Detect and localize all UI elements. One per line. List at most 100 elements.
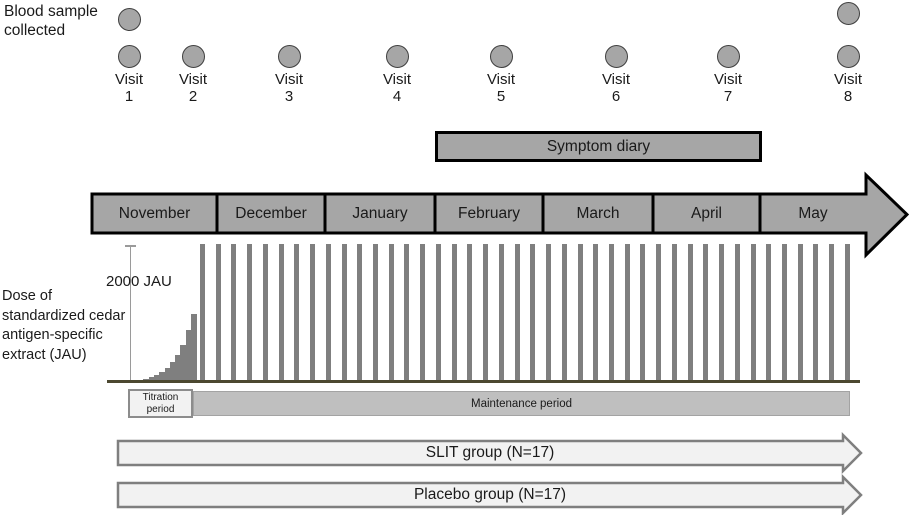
month-label-february: February (457, 205, 521, 222)
visit-number-2: 2 (188, 88, 198, 105)
maintenance-dose-bar-27 (608, 244, 614, 381)
maintenance-dose-bar-6 (278, 244, 284, 381)
maintenance-dose-bar-30 (656, 244, 662, 381)
maintenance-dose-bar-40 (813, 244, 819, 381)
maintenance-dose-bar-7 (294, 244, 300, 381)
visit-label-4: Visit (382, 71, 412, 88)
month-arrow-shape (90, 171, 909, 259)
symptom-diary-bar: Symptom diary (435, 131, 762, 162)
maintenance-dose-bar-11 (357, 244, 363, 381)
maintenance-dose-bar-15 (420, 244, 426, 381)
maintenance-dose-bar-28 (624, 244, 630, 381)
titration-dose-bar-8 (175, 355, 181, 381)
visit-number-5: 5 (496, 88, 506, 105)
visit-circle-3 (277, 45, 301, 68)
blood-sample-circle-visit-1 (117, 8, 141, 31)
maintenance-dose-bar-31 (671, 244, 677, 381)
maintenance-dose-bar-23 (546, 244, 552, 381)
titration-dose-bar-6 (164, 367, 171, 381)
group-arrows (116, 431, 863, 515)
titration-dose-bar-7 (169, 362, 176, 381)
maintenance-dose-bar-8 (310, 244, 316, 381)
dose-side-label-line2: standardized cedar (2, 307, 126, 324)
titration-dose-bar-3 (148, 376, 155, 381)
month-label-november: November (118, 205, 191, 222)
maintenance-dose-bar-17 (451, 244, 457, 381)
maintenance-dose-bar-42 (844, 244, 850, 381)
titration-dose-bar-4 (153, 374, 160, 381)
month-timeline-arrow (90, 171, 909, 259)
visit-circle-2 (181, 45, 205, 68)
maintenance-dose-bar-20 (498, 244, 504, 381)
dose-side-label: Dose of standardized cedar antigen-speci… (2, 287, 125, 365)
visit-label-8: Visit (833, 71, 863, 88)
visit-label-5: Visit (486, 71, 516, 88)
dose-chart-baseline (107, 380, 860, 383)
placebo-group-label: Placebo group (N=17) (413, 486, 567, 503)
month-label-january: January (352, 205, 408, 222)
titration-dose-bar-10 (185, 330, 192, 381)
maintenance-dose-bar-39 (797, 244, 803, 381)
maintenance-dose-bar-41 (829, 244, 835, 381)
visit-circle-7 (716, 45, 740, 68)
visit-label-3: Visit (274, 71, 304, 88)
slit-group-arrow-shape (116, 431, 863, 475)
maintenance-dose-bar-2 (215, 244, 221, 381)
visit-circle-5 (489, 45, 513, 68)
month-label-march: March (576, 205, 620, 222)
maintenance-dose-bar-38 (782, 244, 787, 381)
visit-number-6: 6 (611, 88, 621, 105)
symptom-diary-label: Symptom diary (546, 137, 651, 155)
maintenance-dose-bar-35 (734, 244, 740, 381)
maintenance-dose-bar-34 (719, 244, 725, 381)
month-label-december: December (235, 205, 307, 222)
titration-dose-bar-2 (143, 378, 149, 381)
titration-period-label-line2: period (146, 403, 175, 415)
visit-label-7: Visit (713, 71, 743, 88)
maintenance-dose-bar-1 (200, 244, 205, 381)
maintenance-dose-bar-26 (593, 244, 599, 381)
maintenance-dose-bar-3 (231, 244, 237, 381)
month-label-april: April (690, 205, 722, 222)
month-labels: November December January February March Apri… (118, 205, 828, 222)
visit-circle-1 (117, 45, 141, 68)
visit-number-3: 3 (284, 88, 294, 105)
visit-number-7: 7 (723, 88, 733, 105)
visit-circle-6 (604, 45, 628, 68)
maintenance-dose-bar-19 (483, 244, 489, 381)
maintenance-dose-bar-21 (514, 244, 520, 381)
maintenance-dose-bar-14 (404, 244, 410, 381)
maintenance-dose-bar-29 (640, 244, 646, 381)
maintenance-dose-bar-22 (530, 244, 536, 381)
visit-label-6: Visit (601, 71, 631, 88)
dose-bar-chart (138, 244, 850, 381)
maintenance-dose-bar-13 (388, 244, 394, 381)
visit-number-1: 1 (124, 88, 134, 105)
titration-period-box: Titration period (128, 389, 193, 418)
titration-dose-bar-5 (159, 372, 165, 381)
maintenance-dose-bar-36 (750, 244, 756, 381)
visit-number-4: 4 (392, 88, 402, 105)
dose-side-label-line3: antigen-specific (2, 327, 103, 343)
placebo-group-arrow-shape (116, 473, 863, 515)
maintenance-dose-bar-18 (467, 244, 473, 381)
maintenance-dose-bar-4 (247, 244, 253, 381)
dose-axis-max-label: 2000 JAU (106, 273, 172, 290)
titration-dose-bar-9 (180, 345, 186, 381)
titration-dose-bar-11 (191, 313, 197, 381)
maintenance-dose-bar-5 (262, 244, 268, 381)
maintenance-dose-bar-12 (373, 244, 379, 381)
dose-side-label-line1: Dose of (2, 288, 52, 304)
month-dividers (215, 194, 762, 233)
maintenance-dose-bar-32 (687, 244, 693, 381)
dose-axis-line (130, 246, 131, 382)
slit-group-label: SLIT group (N=17) (425, 444, 555, 461)
dose-side-label-line4: extract (JAU) (2, 346, 87, 363)
maintenance-period-label: Maintenance period (470, 397, 572, 410)
visit-circle-4 (385, 45, 409, 68)
blood-sample-caption-line2: collected (4, 22, 66, 39)
maintenance-dose-bar-25 (577, 244, 583, 381)
blood-sample-caption: Blood sample collected (4, 2, 98, 40)
month-label-may: May (798, 205, 828, 222)
